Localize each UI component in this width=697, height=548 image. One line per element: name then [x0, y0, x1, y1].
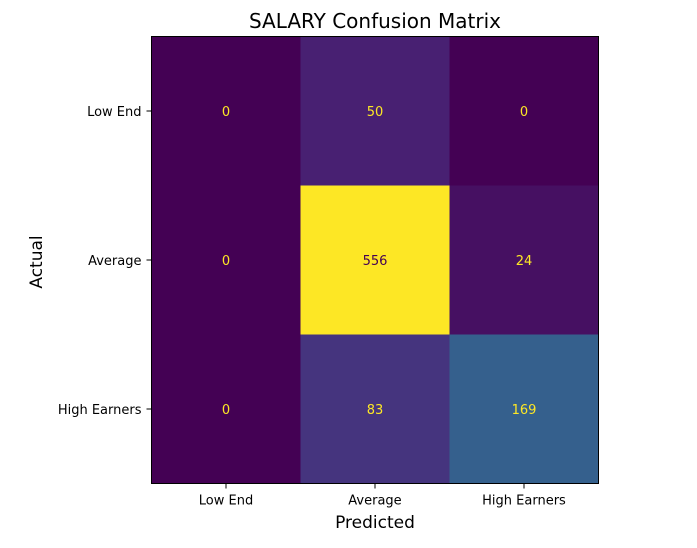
heatmap-cell	[300, 334, 450, 484]
chart-title: SALARY Confusion Matrix	[249, 9, 501, 33]
heatmap-cell	[449, 334, 599, 484]
heatmap-cell	[300, 36, 450, 186]
cell-value-label: 83	[367, 403, 384, 418]
y-tick-label: Average	[88, 254, 141, 269]
x-tick-label: Average	[348, 494, 401, 509]
cell-value-label: 169	[512, 403, 537, 418]
cell-value-label: 0	[222, 105, 230, 120]
y-axis-ticks: Low End Average High Earners	[58, 105, 152, 418]
heatmap-cell	[449, 36, 599, 186]
cell-value-label: 24	[516, 254, 533, 269]
heatmap-cell	[300, 185, 450, 335]
cell-value-label: 0	[520, 105, 528, 120]
cell-value-label: 556	[363, 254, 388, 269]
x-tick-label: Low End	[199, 494, 253, 509]
heatmap-cell	[151, 185, 301, 335]
heatmap-cells	[151, 36, 599, 484]
cell-value-label: 50	[367, 105, 384, 120]
y-axis-label: Actual	[27, 235, 47, 288]
cell-value-label: 0	[222, 254, 230, 269]
x-tick-label: High Earners	[482, 494, 566, 509]
x-axis-label: Predicted	[335, 513, 415, 533]
heatmap-cell-labels: 0 50 0 0 556 24 0 83 169	[222, 105, 537, 418]
heatmap-cell	[151, 334, 301, 484]
y-tick-label: Low End	[87, 105, 141, 120]
cell-value-label: 0	[222, 403, 230, 418]
x-axis-ticks: Low End Average High Earners	[199, 483, 566, 509]
heatmap-cell	[449, 185, 599, 335]
heatmap-cell	[151, 36, 301, 186]
y-tick-label: High Earners	[58, 403, 142, 418]
